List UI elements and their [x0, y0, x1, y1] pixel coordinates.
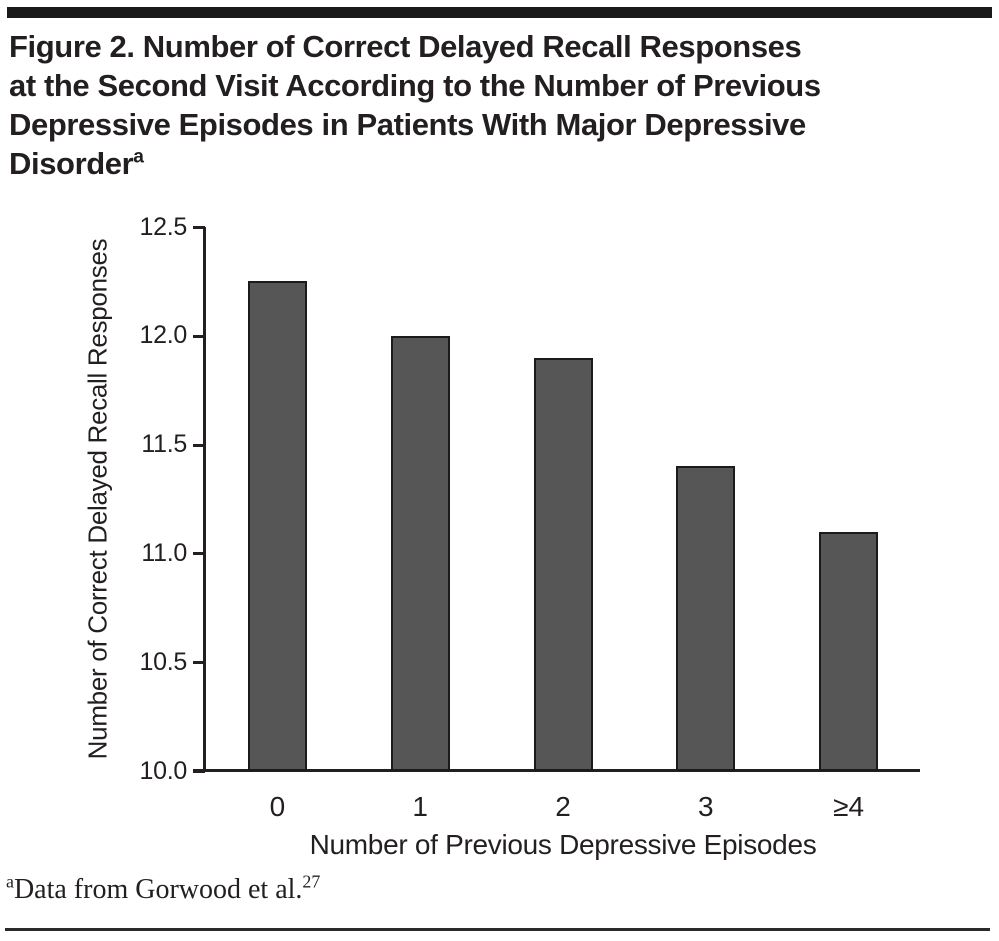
top-rule-divider	[7, 7, 992, 18]
y-tick-label-11.5: 11.5	[141, 430, 187, 459]
y-tick-mark	[193, 661, 205, 665]
y-tick-mark	[193, 334, 205, 338]
footnote-text: Data from Gorwood et al.	[13, 874, 303, 905]
figure-title-line-3: Depressive Episodes in Patients With Maj…	[9, 107, 806, 142]
y-tick-label-11.0: 11.0	[141, 538, 187, 567]
x-tick-label-3: 3	[698, 791, 714, 822]
figure-title-line-2: at the Second Visit According to the Num…	[9, 68, 821, 103]
x-tick-label-0: 0	[269, 791, 286, 822]
bar-1	[391, 336, 450, 771]
y-tick-label-10.0: 10.0	[139, 756, 188, 785]
footnote: aData from Gorwood et al.27	[6, 871, 321, 906]
bar-0	[248, 281, 307, 771]
figure-title-line-4: Disordera	[9, 144, 821, 183]
x-tick-label-2: 2	[555, 791, 571, 822]
figure-title: Figure 2. Number of Correct Delayed Reca…	[9, 27, 821, 183]
y-tick-label-10.5: 10.5	[139, 647, 188, 676]
figure-title-line-1: Figure 2. Number of Correct Delayed Reca…	[9, 29, 802, 64]
footnote-superscript: a	[6, 871, 14, 892]
bar-2	[534, 358, 593, 771]
y-tick-mark	[193, 552, 205, 556]
y-tick-label-12.5: 12.5	[139, 212, 188, 241]
y-axis-line	[203, 227, 206, 772]
x-axis-title: Number of Previous Depressive Episodes	[309, 829, 817, 860]
bar-≥4	[819, 532, 878, 771]
figure-title-line-4-text: Disorder	[9, 146, 134, 181]
x-tick-label-1: 1	[412, 791, 428, 822]
y-tick-mark	[193, 443, 205, 447]
y-tick-label-12.0: 12.0	[139, 321, 188, 350]
footnote-reference-number: 27	[302, 871, 321, 892]
bar-3	[676, 466, 735, 771]
y-axis-title: Number of Correct Delayed Recall Respons…	[82, 238, 113, 760]
figure-title-footnote-marker: a	[133, 146, 144, 168]
x-tick-label-ge4: ≥4	[833, 791, 865, 822]
bottom-rule-divider	[5, 928, 990, 931]
y-tick-mark	[193, 226, 205, 229]
